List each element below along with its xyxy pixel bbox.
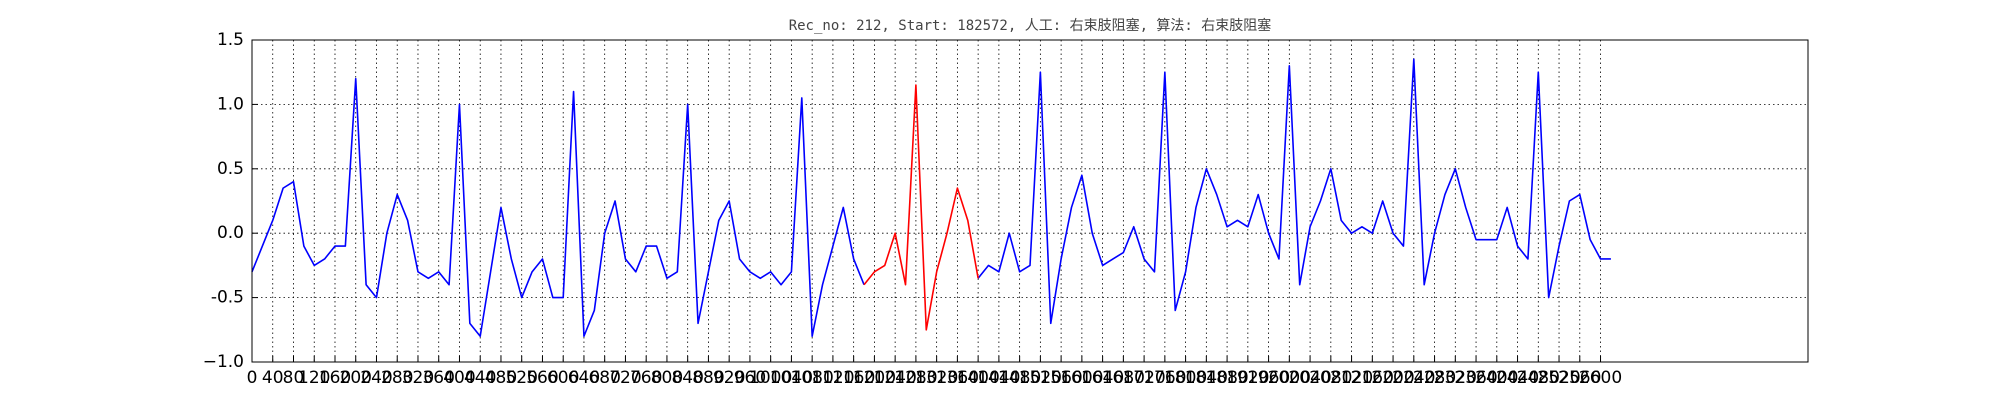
x-tick-label: 2600	[1579, 368, 1622, 388]
x-tick-label: 80	[283, 368, 305, 388]
x-tick-label: 560	[526, 368, 558, 388]
x-tick-label: 200	[340, 368, 372, 388]
x-tick-label: 320	[402, 368, 434, 388]
x-tick-label: 2480	[1517, 368, 1560, 388]
x-tick-label: 120	[298, 368, 330, 388]
x-tick-label: 160	[319, 368, 351, 388]
x-tick-label: 1400	[957, 368, 1000, 388]
x-tick-label: 1600	[1060, 368, 1103, 388]
x-tick-label: 1520	[1019, 368, 1062, 388]
x-tick-label: 2440	[1496, 368, 1539, 388]
x-tick-label: 480	[485, 368, 517, 388]
x-tick-label: 800	[651, 368, 683, 388]
x-tick-label: 1120	[811, 368, 854, 388]
y-tick-label: 1.0	[217, 94, 244, 114]
x-tick-label: 1920	[1226, 368, 1269, 388]
x-tick-label: 1320	[915, 368, 958, 388]
x-tick-label: 360	[422, 368, 454, 388]
x-tick-label: 1560	[1039, 368, 1082, 388]
x-tick-label: 960	[734, 368, 766, 388]
series-line	[251, 58, 1611, 338]
x-tick-label: 1720	[1122, 368, 1165, 388]
x-tick-label: 1160	[832, 368, 875, 388]
x-tick-label: 1760	[1143, 368, 1186, 388]
y-tick-label: 1.5	[217, 30, 244, 50]
x-tick-label: 2560	[1558, 368, 1601, 388]
x-tick-label: 2520	[1537, 368, 1580, 388]
x-tick-label: 2080	[1309, 368, 1352, 388]
x-tick-label: 2200	[1371, 368, 1414, 388]
x-tick-label: 2160	[1351, 368, 1394, 388]
x-tick-label: 2240	[1392, 368, 1435, 388]
x-tick-label: 1880	[1205, 368, 1248, 388]
x-tick-label: 680	[588, 368, 620, 388]
x-tick-label: 1640	[1081, 368, 1124, 388]
x-tick-label: 2360	[1454, 368, 1497, 388]
x-tick-label: 1040	[770, 368, 813, 388]
x-tick-label: 2320	[1434, 368, 1477, 388]
chart-title: Rec_no: 212, Start: 182572, 人工: 右束肢阻塞, 算…	[789, 17, 1272, 34]
x-tick-label: 920	[713, 368, 745, 388]
x-tick-label: 280	[381, 368, 413, 388]
x-tick-label: 1080	[791, 368, 834, 388]
x-tick-label: 2400	[1475, 368, 1518, 388]
x-tick-label: 720	[609, 368, 641, 388]
x-tick-label: 2040	[1288, 368, 1331, 388]
x-tick-label: 2000	[1268, 368, 1311, 388]
x-tick-label: 2120	[1330, 368, 1373, 388]
x-tick-label: 1680	[1102, 368, 1145, 388]
x-tick-label: 240	[360, 368, 392, 388]
y-tick-label: 0.5	[217, 159, 244, 179]
series-line	[863, 84, 979, 331]
x-tick-label: 1240	[874, 368, 917, 388]
x-tick-label: 600	[547, 368, 579, 388]
x-tick-label: 760	[630, 368, 662, 388]
x-tick-label: 1440	[977, 368, 1020, 388]
x-tick-label: 1200	[853, 368, 896, 388]
x-tick-label: 1960	[1247, 368, 1290, 388]
x-tick-label: 400	[443, 368, 475, 388]
x-tick-label: 1800	[1164, 368, 1207, 388]
y-tick-label: 0.0	[217, 223, 244, 243]
y-tick-label: −1.0	[203, 352, 244, 372]
x-tick-label: 1480	[998, 368, 1041, 388]
x-tick-label: 440	[464, 368, 496, 388]
x-tick-label: 1280	[894, 368, 937, 388]
x-tick-label: 0	[247, 368, 258, 388]
y-tick-label: -0.5	[211, 288, 244, 308]
x-tick-label: 840	[671, 368, 703, 388]
x-tick-label: 1360	[936, 368, 979, 388]
x-tick-label: 40	[262, 368, 284, 388]
x-tick-label: 1840	[1185, 368, 1228, 388]
x-tick-label: 880	[692, 368, 724, 388]
x-tick-label: 1000	[749, 368, 792, 388]
plot-frame	[251, 39, 1809, 363]
x-tick-label: 640	[568, 368, 600, 388]
x-tick-label: 2280	[1413, 368, 1456, 388]
x-tick-label: 520	[505, 368, 537, 388]
